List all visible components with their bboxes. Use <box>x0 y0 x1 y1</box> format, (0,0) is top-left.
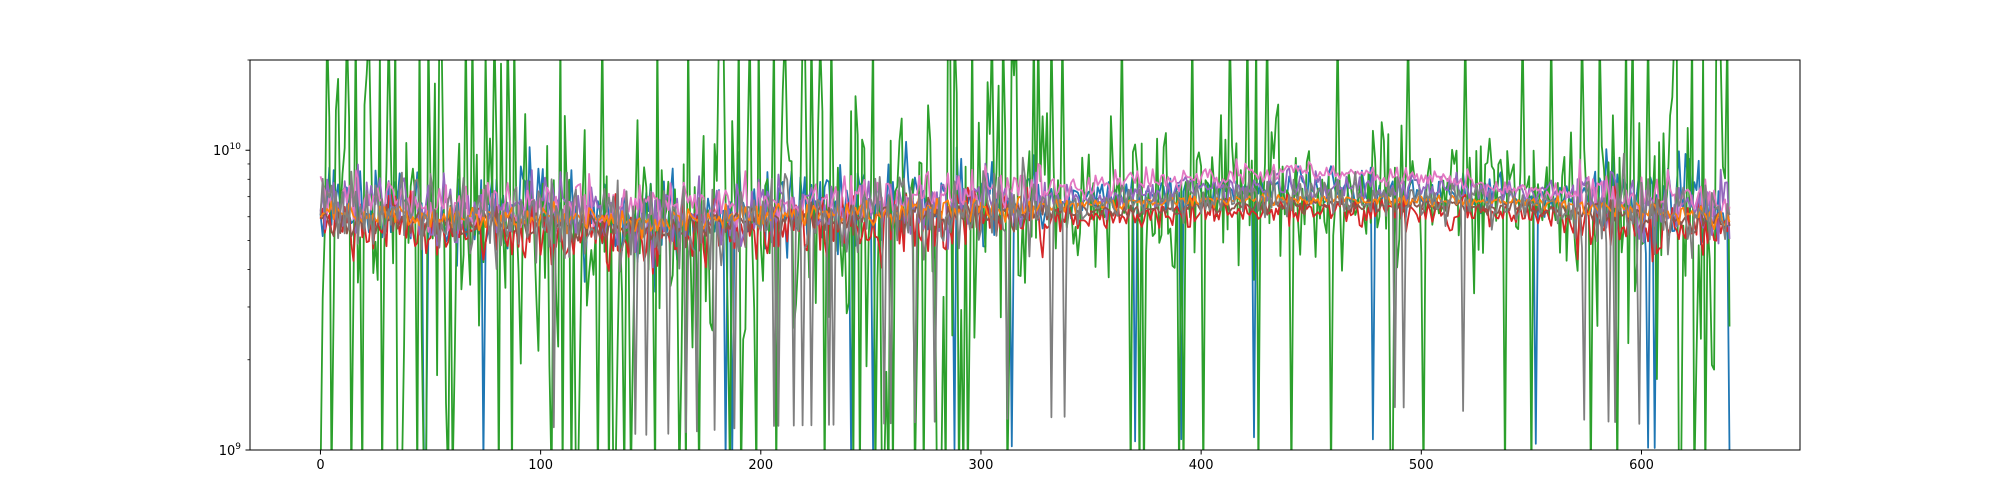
y-tick-exponent: 9 <box>235 442 241 452</box>
x-tick-label: 400 <box>1189 458 1214 473</box>
y-tick-base: 10 <box>219 444 236 459</box>
x-tick-label: 0 <box>316 458 324 473</box>
series-layer <box>319 60 1731 450</box>
x-axis: 0 100 200 300 400 500 600 <box>316 450 1654 473</box>
y-tick-exponent: 10 <box>230 142 242 152</box>
x-tick-label: 600 <box>1629 458 1654 473</box>
y-tick-label: 1010 <box>213 142 241 159</box>
x-tick-label: 100 <box>528 458 553 473</box>
y-tick-base: 10 <box>213 144 230 159</box>
series-line-5 <box>319 158 1731 233</box>
x-tick-label: 300 <box>969 458 994 473</box>
x-tick-label: 200 <box>748 458 773 473</box>
x-tick-label: 500 <box>1409 458 1434 473</box>
plot-frame <box>249 59 1801 451</box>
y-tick-label: 109 <box>219 442 242 459</box>
series-line-8 <box>319 152 1731 436</box>
